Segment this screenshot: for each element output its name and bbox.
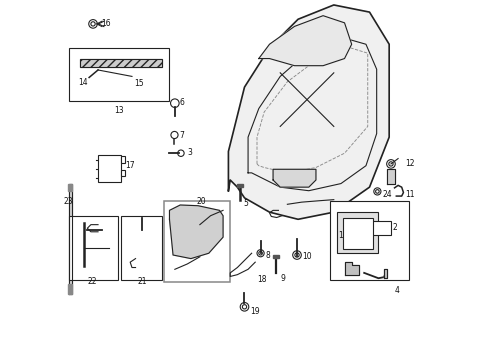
- Circle shape: [375, 190, 378, 193]
- Polygon shape: [386, 169, 394, 184]
- Polygon shape: [68, 184, 72, 191]
- Text: 23: 23: [63, 197, 73, 206]
- Bar: [342, 218, 372, 249]
- Circle shape: [130, 76, 134, 79]
- Polygon shape: [272, 169, 315, 187]
- Circle shape: [98, 260, 105, 267]
- Circle shape: [257, 249, 264, 257]
- Circle shape: [388, 162, 392, 166]
- Polygon shape: [344, 262, 358, 275]
- Polygon shape: [237, 184, 243, 187]
- Text: 11: 11: [405, 190, 414, 199]
- Circle shape: [386, 159, 394, 168]
- Text: 9: 9: [280, 274, 285, 283]
- Circle shape: [242, 305, 246, 309]
- Text: 17: 17: [124, 161, 134, 170]
- Text: 13: 13: [114, 106, 123, 115]
- Polygon shape: [383, 269, 386, 278]
- Text: 4: 4: [394, 285, 399, 294]
- Bar: [337, 212, 378, 253]
- Circle shape: [171, 131, 178, 139]
- Polygon shape: [80, 59, 162, 67]
- Text: 20: 20: [196, 197, 205, 206]
- Text: 10: 10: [302, 252, 311, 261]
- Polygon shape: [272, 255, 278, 257]
- Text: 7: 7: [179, 131, 184, 140]
- Circle shape: [292, 251, 301, 259]
- Bar: [329, 202, 408, 280]
- Text: 21: 21: [138, 276, 147, 285]
- Polygon shape: [258, 16, 351, 66]
- Bar: [69, 216, 118, 280]
- Circle shape: [128, 74, 135, 81]
- Circle shape: [190, 232, 208, 249]
- Circle shape: [294, 253, 299, 257]
- Text: 5: 5: [243, 199, 248, 208]
- Polygon shape: [169, 205, 223, 258]
- Circle shape: [85, 74, 93, 81]
- Text: 18: 18: [257, 275, 266, 284]
- Polygon shape: [228, 5, 388, 219]
- Circle shape: [91, 22, 95, 26]
- Bar: [69, 48, 169, 102]
- Circle shape: [170, 99, 179, 108]
- Text: 14: 14: [78, 78, 88, 87]
- Circle shape: [177, 150, 184, 157]
- Bar: [121, 157, 125, 163]
- Circle shape: [240, 302, 248, 311]
- Bar: [121, 216, 162, 280]
- Polygon shape: [80, 59, 162, 67]
- Text: 8: 8: [264, 251, 269, 260]
- Bar: [98, 155, 121, 182]
- Text: 22: 22: [87, 276, 97, 285]
- Circle shape: [183, 225, 216, 257]
- Bar: [164, 202, 230, 282]
- Circle shape: [87, 76, 91, 79]
- Circle shape: [100, 262, 103, 266]
- Circle shape: [198, 239, 201, 243]
- Polygon shape: [68, 284, 72, 294]
- Circle shape: [258, 251, 262, 255]
- Text: 6: 6: [179, 98, 184, 107]
- Circle shape: [144, 266, 148, 269]
- Bar: [367, 221, 390, 235]
- Bar: [121, 170, 125, 176]
- Circle shape: [131, 230, 152, 251]
- Text: 1: 1: [337, 231, 342, 240]
- Text: 2: 2: [392, 223, 397, 232]
- Circle shape: [142, 264, 149, 271]
- Polygon shape: [69, 184, 71, 294]
- Circle shape: [196, 237, 203, 244]
- Text: 24: 24: [382, 190, 391, 199]
- Circle shape: [88, 19, 97, 28]
- Text: 16: 16: [101, 19, 110, 28]
- Circle shape: [135, 234, 148, 247]
- Text: 19: 19: [250, 307, 259, 316]
- Text: 12: 12: [405, 159, 414, 168]
- Circle shape: [373, 188, 380, 195]
- Text: 3: 3: [187, 148, 192, 157]
- Text: 15: 15: [134, 79, 143, 88]
